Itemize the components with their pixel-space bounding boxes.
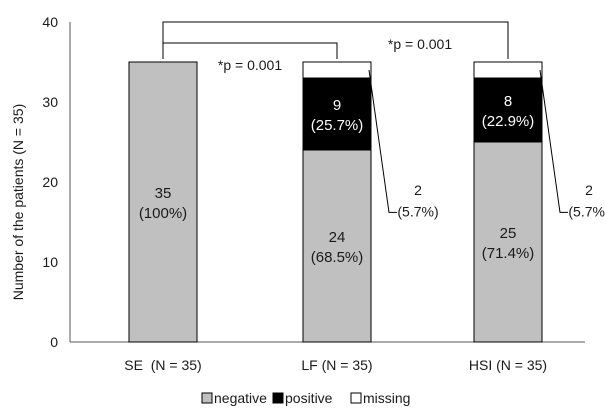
negative-count-label: 25: [500, 225, 517, 242]
x-category-label: LF (N = 35): [301, 357, 372, 373]
negative-percent-label: (100%): [139, 205, 187, 222]
legend-swatch-positive: [272, 392, 284, 404]
significance-label: *p = 0.001: [388, 36, 452, 52]
callout-line: [539, 69, 568, 213]
legend-label-positive: positive: [285, 390, 333, 406]
missing-count-label: 2: [414, 182, 422, 198]
y-tick-label: 0: [50, 334, 58, 350]
segment-labels: 35 (100%) 24 (68.5%) 9 (25.7%) 25 (71.4%) 8 (22.9…: [139, 93, 534, 266]
y-tick-label: 20: [42, 174, 58, 190]
y-tick-label: 10: [42, 254, 58, 270]
positive-count-label: 9: [333, 97, 341, 114]
missing-count-label: 2: [585, 182, 593, 198]
positive-percent-label: (25.7%): [311, 117, 364, 134]
bar-missing: [473, 61, 543, 79]
significance-bracket: [162, 21, 509, 59]
negative-percent-label: (71.4%): [482, 245, 535, 262]
bar-negative: [128, 61, 198, 343]
callout-line: [368, 69, 397, 213]
y-tick-label: 30: [42, 94, 58, 110]
bar-negative: [302, 149, 372, 343]
legend-label-missing: missing: [363, 390, 410, 406]
negative-count-label: 35: [155, 185, 172, 202]
missing-percent-label: (5.7%): [397, 204, 438, 220]
positive-percent-label: (22.9%): [482, 113, 535, 130]
legend-label-negative: negative: [214, 390, 267, 406]
positive-count-label: 8: [504, 93, 512, 110]
legend: negative positive missing: [201, 390, 410, 406]
negative-percent-label: (68.5%): [311, 249, 364, 266]
bar-positive: [302, 77, 372, 151]
significance-brackets: *p = 0.001 *p = 0.001: [162, 21, 509, 73]
legend-swatch-negative: [201, 392, 213, 404]
significance-label: *p = 0.001: [218, 57, 282, 73]
negative-count-label: 24: [329, 229, 346, 246]
x-category-label: HSI (N = 35): [469, 357, 547, 373]
bar-positive: [473, 77, 543, 143]
bar-missing: [302, 61, 372, 79]
y-tick-label: 40: [42, 14, 58, 30]
callouts: 2 (5.7%) 2 (5.7%): [368, 69, 605, 220]
y-axis-label: Number of the patients (N = 35): [10, 104, 26, 301]
x-category-label: SE (N = 35): [124, 357, 201, 373]
bars: [128, 61, 543, 343]
missing-percent-label: (5.7%): [568, 204, 605, 220]
axes: 0 10 20 30 40 SE (N = 35) LF (N = 35) HSI (N = …: [42, 14, 585, 373]
bar-negative: [473, 141, 543, 343]
legend-swatch-missing: [350, 392, 362, 404]
